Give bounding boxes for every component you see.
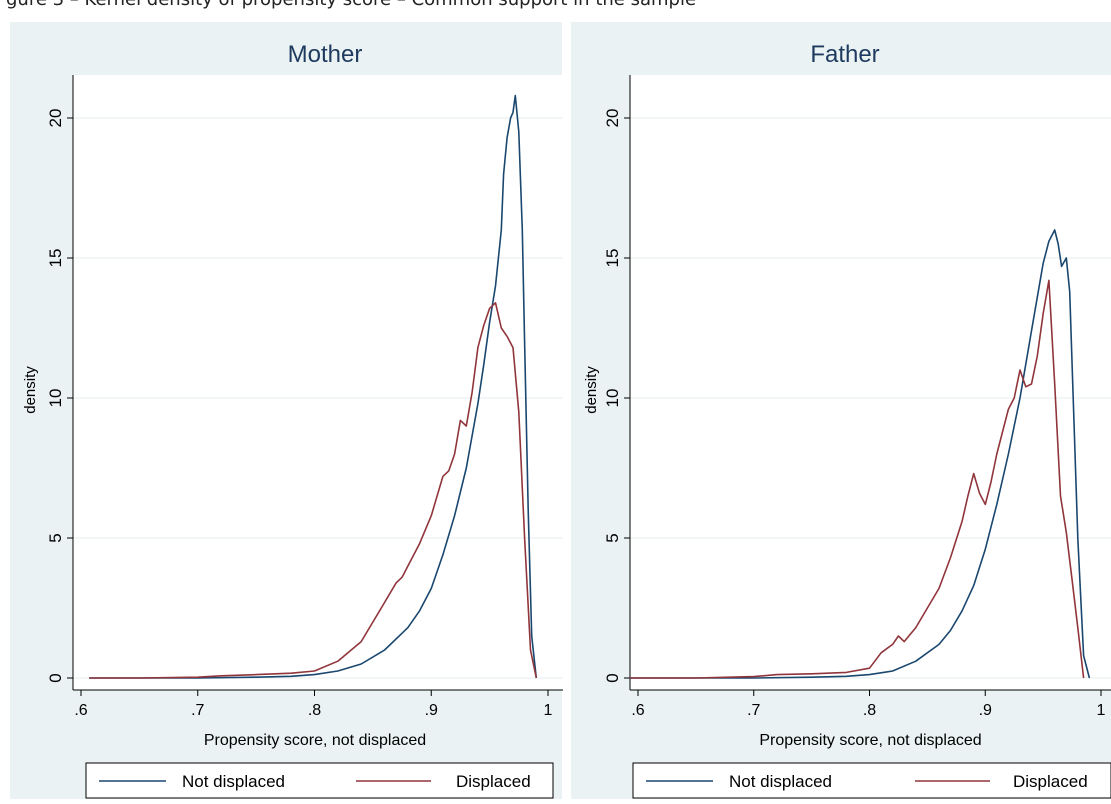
panel-father-x-tick-label: 1 bbox=[1097, 702, 1106, 719]
figure-caption-text: gure 3 – Kernel density of propensity sc… bbox=[6, 0, 696, 10]
panel-father-y-tick-label: 10 bbox=[603, 389, 622, 408]
panel-mother-y-tick-label: 5 bbox=[46, 533, 65, 542]
panel-mother-x-tick-label: .7 bbox=[191, 702, 204, 719]
panel-mother-x-tick-label: 1 bbox=[544, 702, 553, 719]
panel-father-y-tick-label: 5 bbox=[603, 533, 622, 542]
panel-father-line-displaced bbox=[629, 279, 1085, 679]
panel-father-y-tick-label: 15 bbox=[603, 249, 622, 268]
panel-mother: 0 5 10 15 20 .6 .7 .8 .9 1 Propensity score, not d… bbox=[10, 22, 563, 799]
panel-mother-legend-label-displaced: Displaced bbox=[456, 772, 531, 791]
panel-father-x-tick-label: .6 bbox=[631, 702, 644, 719]
panel-mother-line-not-displaced bbox=[89, 94, 538, 679]
figure-caption: gure 3 – Kernel density of propensity sc… bbox=[0, 0, 1111, 20]
panel-father-x-tick-label: .8 bbox=[863, 702, 876, 719]
panel-father-x-tick-label: .7 bbox=[747, 702, 760, 719]
panel-mother-legend-label-not-displaced: Not displaced bbox=[182, 772, 285, 791]
panel-mother-y-tick-label: 15 bbox=[46, 249, 65, 268]
panel-mother-y-axis-title: density bbox=[22, 366, 39, 414]
panel-mother-x-tick-label: .8 bbox=[308, 702, 321, 719]
panel-mother-y-tick-label: 20 bbox=[46, 109, 65, 128]
panel-father-y-tick-label: 20 bbox=[603, 109, 622, 128]
panel-father-x-axis-title: Propensity score, not displaced bbox=[759, 732, 981, 749]
panel-mother-line-displaced bbox=[89, 301, 538, 679]
panel-father-legend-label-displaced: Displaced bbox=[1013, 772, 1088, 791]
panel-mother-x-axis-title: Propensity score, not displaced bbox=[204, 732, 426, 749]
panel-father-legend-label-not-displaced: Not displaced bbox=[729, 772, 832, 791]
panel-father-y-axis-title: density bbox=[583, 366, 600, 414]
panel-father-y-tick-label: 0 bbox=[603, 673, 622, 682]
panel-mother-x-tick-label: .6 bbox=[74, 702, 87, 719]
panel-father-line-not-displaced bbox=[629, 229, 1091, 679]
panel-mother-plot-area bbox=[73, 75, 563, 690]
panel-father-x-tick-label: .9 bbox=[979, 702, 992, 719]
panel-mother-y-tick-label: 10 bbox=[46, 389, 65, 408]
panel-mother-y-tick-label: 0 bbox=[46, 673, 65, 682]
panel-father-title: Father bbox=[810, 41, 879, 68]
panel-father-plot-area bbox=[630, 75, 1111, 690]
panel-mother-x-tick-label: .9 bbox=[425, 702, 438, 719]
panel-mother-title: Mother bbox=[288, 41, 363, 68]
panel-father: 0 5 10 15 20 .6 .7 .8 .9 1 Propensity score, not d… bbox=[571, 22, 1111, 799]
